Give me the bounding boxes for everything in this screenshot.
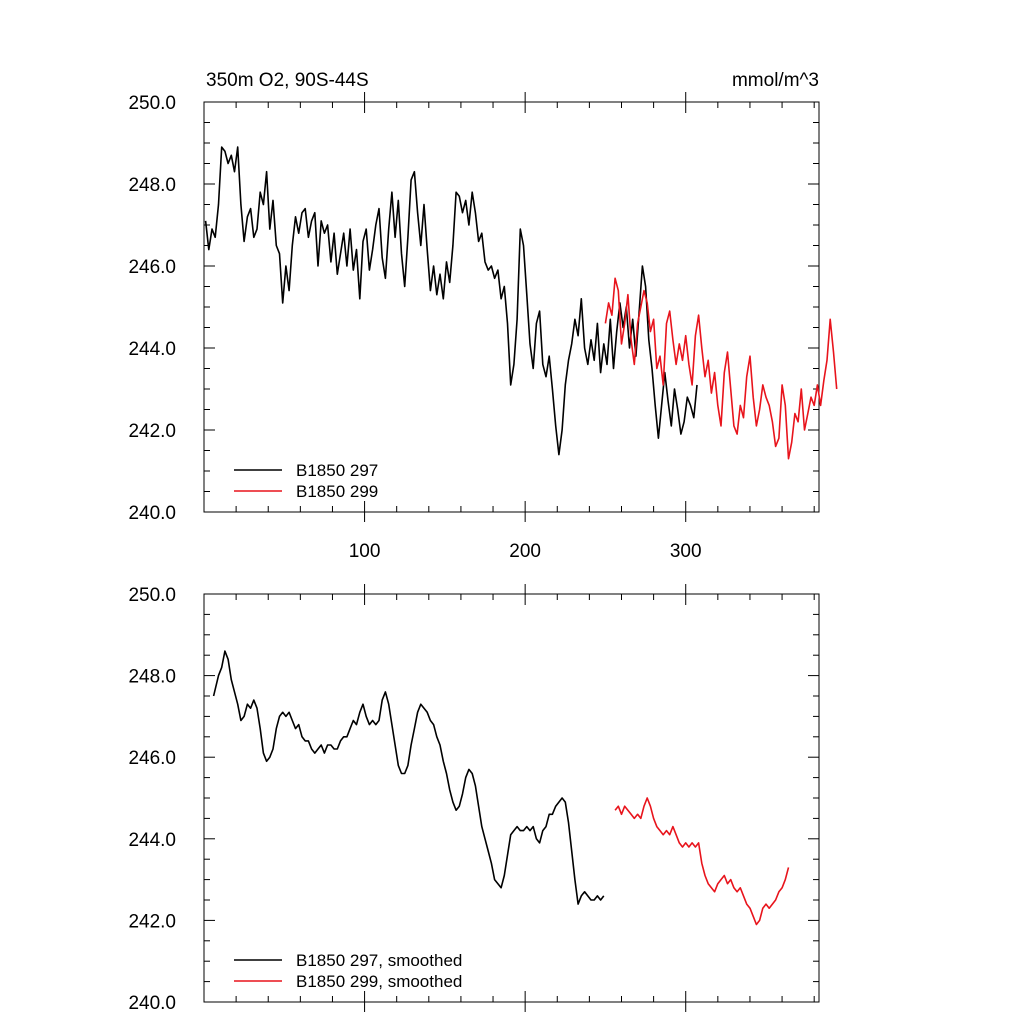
y-tick-label: 248.0 (128, 667, 176, 688)
x-tick-label: 200 (509, 541, 541, 562)
y-tick-label: 246.0 (128, 748, 176, 769)
series-line-1 (212, 650, 605, 905)
y-tick-label: 242.0 (128, 911, 176, 932)
bottom-panel: 240.0 242.0 244.0 246.0 248.0 250.0 B1850 297,… (128, 584, 820, 1014)
y-tick-label: 240.0 (128, 503, 176, 524)
top-panel: 350m O2, 90S-44S mmol/m^3 240.0 242.0 244.… (128, 70, 838, 562)
top-plot-area: 240.0 242.0 244.0 246.0 248.0 250.0 100 200 300 B… (128, 92, 838, 562)
legend-label-2: B1850 299, smoothed (296, 972, 462, 991)
x-tick-label: 300 (670, 541, 702, 562)
y-tick-label: 246.0 (128, 257, 176, 278)
y-tick-label: 242.0 (128, 421, 176, 442)
x-tick-label: 100 (349, 541, 381, 562)
units-label: mmol/m^3 (732, 70, 819, 91)
series-line-2 (604, 277, 838, 460)
y-tick-label: 248.0 (128, 175, 176, 196)
legend-label-2: B1850 299 (296, 482, 378, 501)
series-line-1 (204, 146, 698, 456)
y-tick-label: 244.0 (128, 339, 176, 360)
plot-frame (203, 593, 820, 1003)
y-tick-label: 244.0 (128, 830, 176, 851)
y-tick-label: 240.0 (128, 993, 176, 1014)
y-tick-label: 250.0 (128, 93, 176, 114)
bottom-plot-area: 240.0 242.0 244.0 246.0 248.0 250.0 B1850 297,… (128, 584, 820, 1014)
legend-label-1: B1850 297, smoothed (296, 951, 462, 970)
chart-title: 350m O2, 90S-44S (206, 70, 369, 91)
series-line-2 (614, 797, 790, 926)
y-tick-label: 250.0 (128, 585, 176, 606)
legend-label-1: B1850 297 (296, 461, 378, 480)
plot-frame (203, 101, 820, 513)
